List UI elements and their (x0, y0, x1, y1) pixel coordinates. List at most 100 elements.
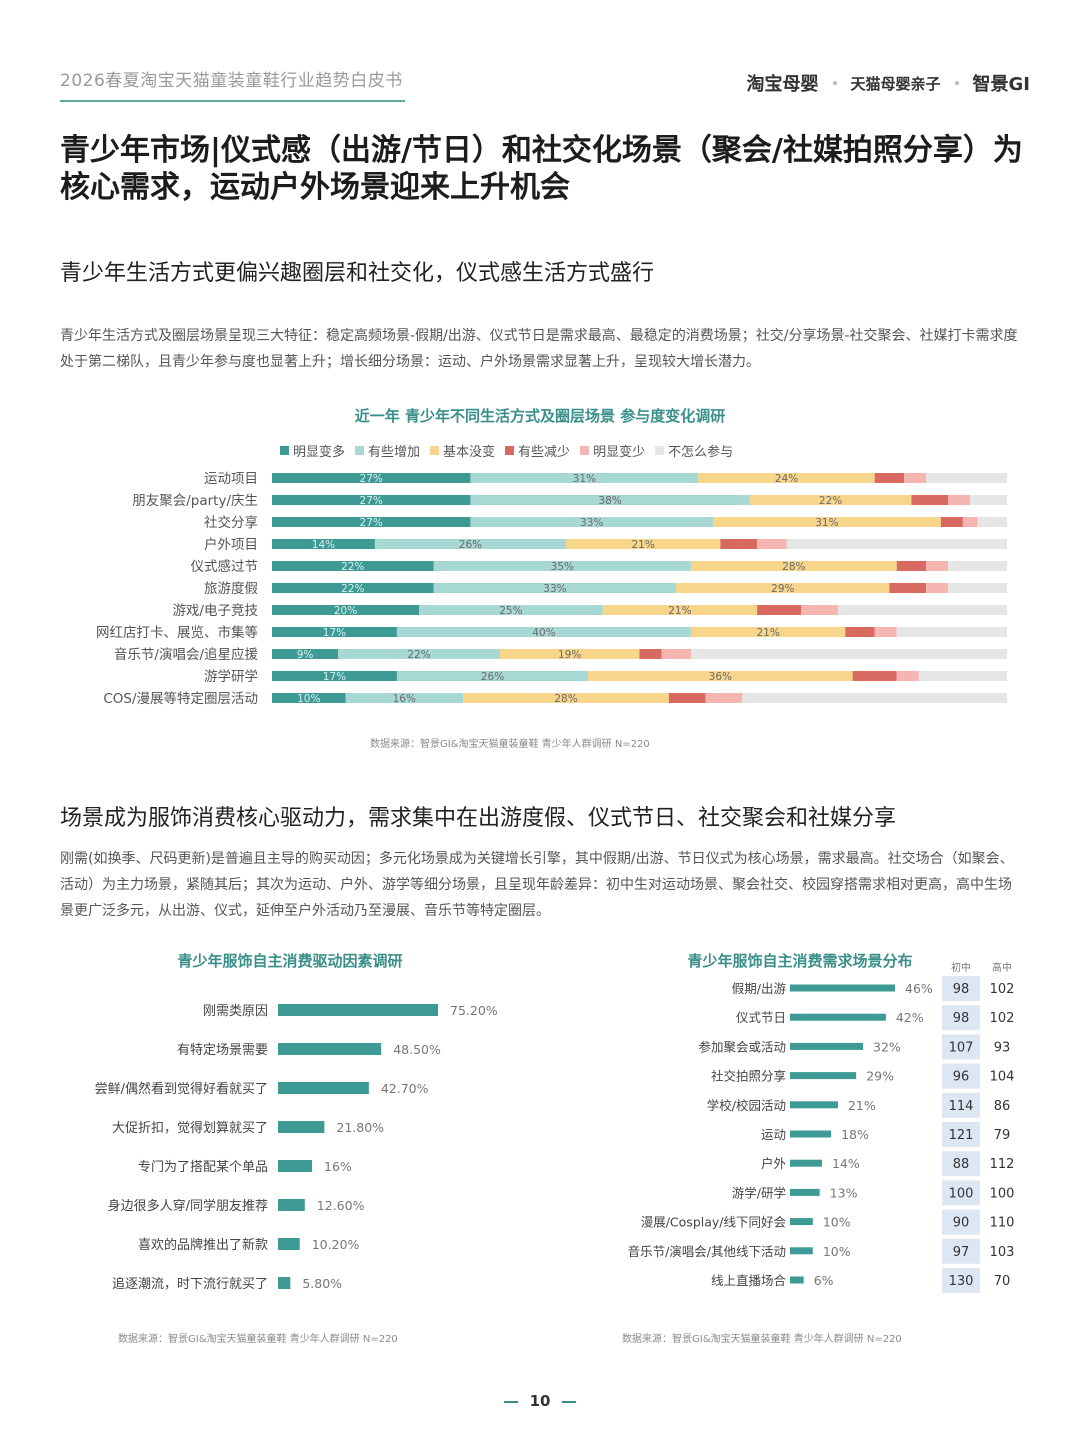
driver-label: 大促折扣，觉得划算就买了 (112, 1120, 268, 1136)
stacked-bar-segment (837, 605, 1007, 615)
segment-value-label: 28% (554, 693, 577, 705)
category-label: COS/漫展等特定圈层活动 (103, 690, 258, 707)
index-value-junior: 98 (953, 1011, 970, 1026)
index-value-junior: 88 (953, 1157, 970, 1172)
document-title: 2026春夏淘宝天猫童装童鞋行业趋势白皮书 (60, 71, 403, 91)
section1-paragraph: 青少年生活方式及圈层场景呈现三大特征：稳定高频场景-假期/出游、仪式节日是需求最… (60, 328, 1018, 370)
index-cell-bg (942, 1180, 980, 1206)
stacked-bar-segment (757, 539, 787, 549)
stacked-chart-legend: 明显变多 有些增加 基本没变 有些减少 明显变少 不怎么参与 (280, 441, 733, 460)
stacked-bar-segment (896, 671, 919, 681)
index-cell-bg (942, 1151, 980, 1177)
index-value-junior: 114 (949, 1099, 974, 1114)
segment-value-label: 28% (782, 561, 805, 573)
legend-label: 有些减少 (518, 445, 571, 460)
index-cell-bg (942, 1005, 980, 1031)
segment-value-label: 33% (580, 517, 603, 529)
stacked-bar-segment (948, 583, 1007, 593)
stacked-bar-segment (926, 561, 949, 571)
driver-label: 身边很多人穿/同学朋友推荐 (108, 1198, 268, 1214)
scene-bar (790, 984, 895, 992)
logo-zhijing-gi: 智景GI (972, 74, 1030, 95)
driver-bar (278, 1082, 369, 1094)
category-label: 音乐节/演唱会/追星应援 (114, 646, 259, 663)
legend-item: 明显变多 (280, 441, 345, 460)
index-value-junior: 98 (953, 982, 970, 997)
scene-value: 6% (814, 1273, 834, 1288)
segment-value-label: 38% (598, 495, 621, 507)
segment-value-label: 21% (756, 627, 779, 639)
index-value-senior: 70 (994, 1274, 1011, 1289)
index-value-senior: 104 (990, 1070, 1015, 1085)
page-number: 10 (0, 1392, 1080, 1410)
index-cell-bg (942, 1092, 980, 1118)
stacked-bar-segment (661, 649, 691, 659)
page-title: 青少年市场|仪式感（出游/节日）和社交化场景（聚会/社媒拍照分享）为核心需求，运… (60, 133, 1023, 205)
stacked-bar-segment (749, 495, 912, 505)
stacked-bar-segment (852, 671, 897, 681)
segment-value-label: 25% (499, 605, 522, 617)
stacked-bar-segment (705, 693, 743, 703)
stacked-bar-segment (639, 649, 662, 659)
driver-bar (278, 1238, 300, 1250)
stacked-bar-segment (896, 561, 927, 571)
legend-item: 有些增加 (355, 441, 420, 460)
header-underline (60, 100, 405, 102)
section2-source-right: 数据来源：智景GI&淘宝天猫童装童鞋 青少年人群调研 N=220 (622, 1334, 902, 1345)
category-label: 游戏/电子竞技 (172, 602, 258, 619)
index-cell-bg (942, 1209, 980, 1235)
index-header: 高中 (992, 961, 1012, 974)
driver-value: 16% (324, 1159, 352, 1174)
stacked-bar-segment (338, 649, 500, 659)
scene-bar (790, 1013, 886, 1021)
index-header: 初中 (951, 961, 971, 974)
logo-tmall-muying: 天猫母婴亲子 (850, 74, 941, 93)
segment-value-label: 26% (481, 671, 504, 683)
legend-label: 不怎么参与 (668, 445, 734, 460)
stacked-bar-segment (690, 627, 846, 637)
index-cell-bg (942, 1268, 980, 1293)
segment-value-label: 20% (334, 605, 357, 617)
index-value-junior: 96 (953, 1070, 970, 1085)
index-cell-bg (942, 976, 980, 1001)
index-value-senior: 110 (990, 1216, 1015, 1231)
stacked-bar-segment (720, 539, 758, 549)
drivers-bar-chart: 刚需类原因 75.20% 有特定场景需要 48.50% 尝鲜/偶然看到觉得好看就买了 42… (95, 1003, 498, 1292)
category-label: 游学研学 (204, 669, 258, 685)
stacked-bar-segment (419, 605, 603, 615)
segment-value-label: 21% (632, 539, 655, 551)
page-number-dash (562, 1400, 577, 1403)
scene-value: 18% (841, 1127, 869, 1142)
index-value-junior: 130 (949, 1274, 974, 1289)
driver-bar (278, 1160, 313, 1172)
driver-bar (278, 1043, 382, 1055)
segment-value-label: 27% (360, 495, 383, 507)
scene-label: 户外 (761, 1156, 787, 1171)
scene-value: 13% (830, 1185, 858, 1200)
scene-bar (790, 1188, 820, 1196)
stacked-bar-segment (948, 495, 971, 505)
scene-value: 14% (832, 1156, 860, 1171)
scene-label: 游学/研学 (732, 1185, 786, 1200)
scene-value: 10% (823, 1215, 851, 1230)
index-value-senior: 100 (990, 1186, 1015, 1201)
scene-label: 假期/出游 (732, 981, 787, 996)
index-value-junior: 107 (949, 1040, 974, 1055)
stacked-bar-segment (874, 473, 905, 483)
index-value-senior: 93 (994, 1040, 1011, 1055)
index-value-senior: 86 (994, 1099, 1011, 1114)
stacked-bar-segment (396, 671, 589, 681)
stacked-bar-segment (801, 605, 838, 615)
stacked-bar-segment (926, 583, 949, 593)
segment-value-label: 29% (771, 583, 794, 595)
logo-separator (954, 81, 959, 85)
stacked-bar-segment (272, 561, 434, 571)
stacked-bar-segment (904, 473, 927, 483)
stacked-bar-segment (566, 539, 721, 549)
scene-bar (790, 1072, 857, 1080)
scene-value: 32% (873, 1039, 901, 1054)
legend-item: 基本没变 (430, 441, 495, 460)
stacked-bar-segment (345, 693, 464, 703)
stacked-bar-segment (742, 693, 1007, 703)
segment-value-label: 17% (323, 671, 346, 683)
